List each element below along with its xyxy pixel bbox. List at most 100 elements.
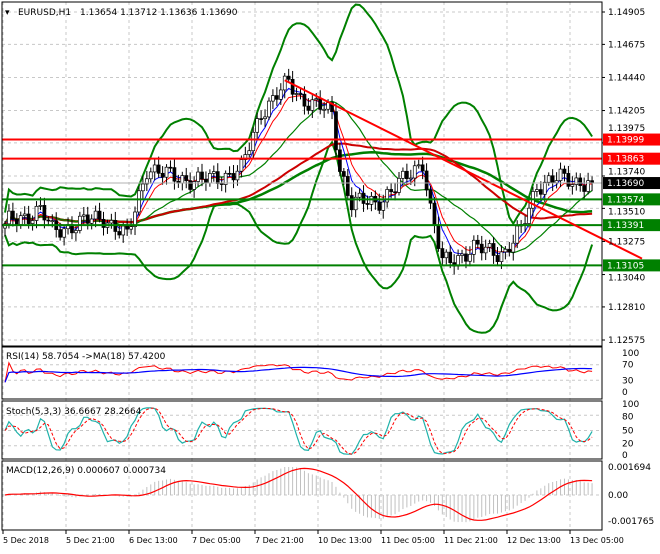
stoch-tick-label: 80 <box>622 413 634 423</box>
candle <box>487 243 492 248</box>
candle <box>38 205 43 207</box>
candle <box>7 210 11 225</box>
chart-title: EURUSD,H1 <box>18 8 71 18</box>
y-tick-label: 1.13510 <box>608 207 645 217</box>
candle <box>345 176 350 196</box>
stoch-signal-line <box>4 407 593 455</box>
candle <box>472 239 476 255</box>
candle <box>416 164 421 167</box>
y-tick-label: 1.12575 <box>608 336 645 346</box>
candle <box>341 171 346 177</box>
candle <box>267 100 271 118</box>
candle <box>562 168 567 174</box>
macd-tick-label: 0.001694 <box>608 463 651 473</box>
candle <box>50 220 55 223</box>
price-label-box <box>603 152 660 165</box>
candle <box>310 99 315 111</box>
chevron-down-icon[interactable]: ▾ <box>5 8 10 18</box>
candle <box>30 220 35 224</box>
x-tick-label: 13 Dec 05:00 <box>570 536 624 545</box>
candle <box>574 177 579 185</box>
candle <box>180 175 185 184</box>
y-tick-label: 1.14905 <box>608 8 645 18</box>
candle <box>215 171 220 184</box>
candle <box>275 95 279 100</box>
candle <box>495 255 500 262</box>
candle <box>349 195 354 211</box>
candle <box>401 170 405 179</box>
candle <box>377 201 382 211</box>
candle <box>271 95 275 102</box>
candle <box>227 172 232 175</box>
y-tick-label: 1.14440 <box>608 73 645 83</box>
candle <box>570 184 575 187</box>
candle <box>499 251 504 262</box>
candle <box>46 219 51 222</box>
candle <box>211 171 216 174</box>
candle <box>89 218 94 224</box>
price-label-box <box>603 133 660 146</box>
candle <box>408 177 413 180</box>
candle <box>538 189 543 195</box>
candle <box>164 166 169 178</box>
candle <box>475 239 480 245</box>
stoch-tick-label: 100 <box>622 400 639 410</box>
candle <box>219 183 224 185</box>
panel-frame <box>1 400 603 460</box>
candle <box>326 102 330 110</box>
candle <box>582 185 587 192</box>
candle <box>381 201 386 211</box>
macd-title: MACD(12,26,9) 0.000607 0.000734 <box>6 466 166 476</box>
candle <box>338 149 342 172</box>
x-tick-label: 5 Dec 2018 <box>3 536 49 545</box>
candle <box>405 170 409 180</box>
price-label: 1.13391 <box>607 221 644 231</box>
candle <box>357 192 362 198</box>
candle <box>93 210 98 220</box>
candle <box>121 225 126 236</box>
stoch-tick-label: 50 <box>622 427 634 437</box>
candle <box>586 180 590 192</box>
rsi-title: RSI(14) 58.7054 ->MA(18) 57.4200 <box>6 352 166 362</box>
candle <box>97 210 102 220</box>
candle <box>558 168 563 181</box>
stoch-main-line <box>4 407 593 455</box>
y-tick-label: 1.13740 <box>608 167 645 177</box>
candle <box>22 213 27 217</box>
x-tick-label: 6 Dec 13:00 <box>129 536 178 545</box>
candle <box>491 243 496 256</box>
candle <box>468 253 472 262</box>
candle <box>188 180 193 190</box>
y-tick-label: 1.14675 <box>608 40 645 50</box>
price-label: 1.13999 <box>607 136 644 146</box>
candle <box>353 196 358 211</box>
candle <box>302 93 307 107</box>
bollinger-lower-band <box>4 140 594 334</box>
candle <box>503 248 508 253</box>
candle <box>235 170 240 181</box>
candle <box>42 205 47 221</box>
y-tick-label: 1.13275 <box>608 237 645 247</box>
candle <box>314 98 319 101</box>
candle <box>330 102 334 113</box>
candle <box>361 192 366 204</box>
price-label-box <box>603 219 660 232</box>
bollinger-upper-band <box>4 3 593 226</box>
candle <box>294 93 299 95</box>
price-label: 1.13105 <box>607 261 644 271</box>
current-price-box <box>603 177 660 190</box>
candle <box>117 231 122 236</box>
candle <box>389 189 393 193</box>
x-tick-label: 7 Dec 05:00 <box>192 536 241 545</box>
stoch-tick-label: 0 <box>622 451 628 461</box>
candle <box>286 75 291 80</box>
candle <box>141 183 145 192</box>
candle <box>444 251 449 259</box>
candle <box>290 78 295 95</box>
candle <box>282 75 287 91</box>
candle <box>298 93 303 95</box>
candle <box>251 131 256 152</box>
candle <box>546 175 551 183</box>
candle <box>196 171 200 182</box>
